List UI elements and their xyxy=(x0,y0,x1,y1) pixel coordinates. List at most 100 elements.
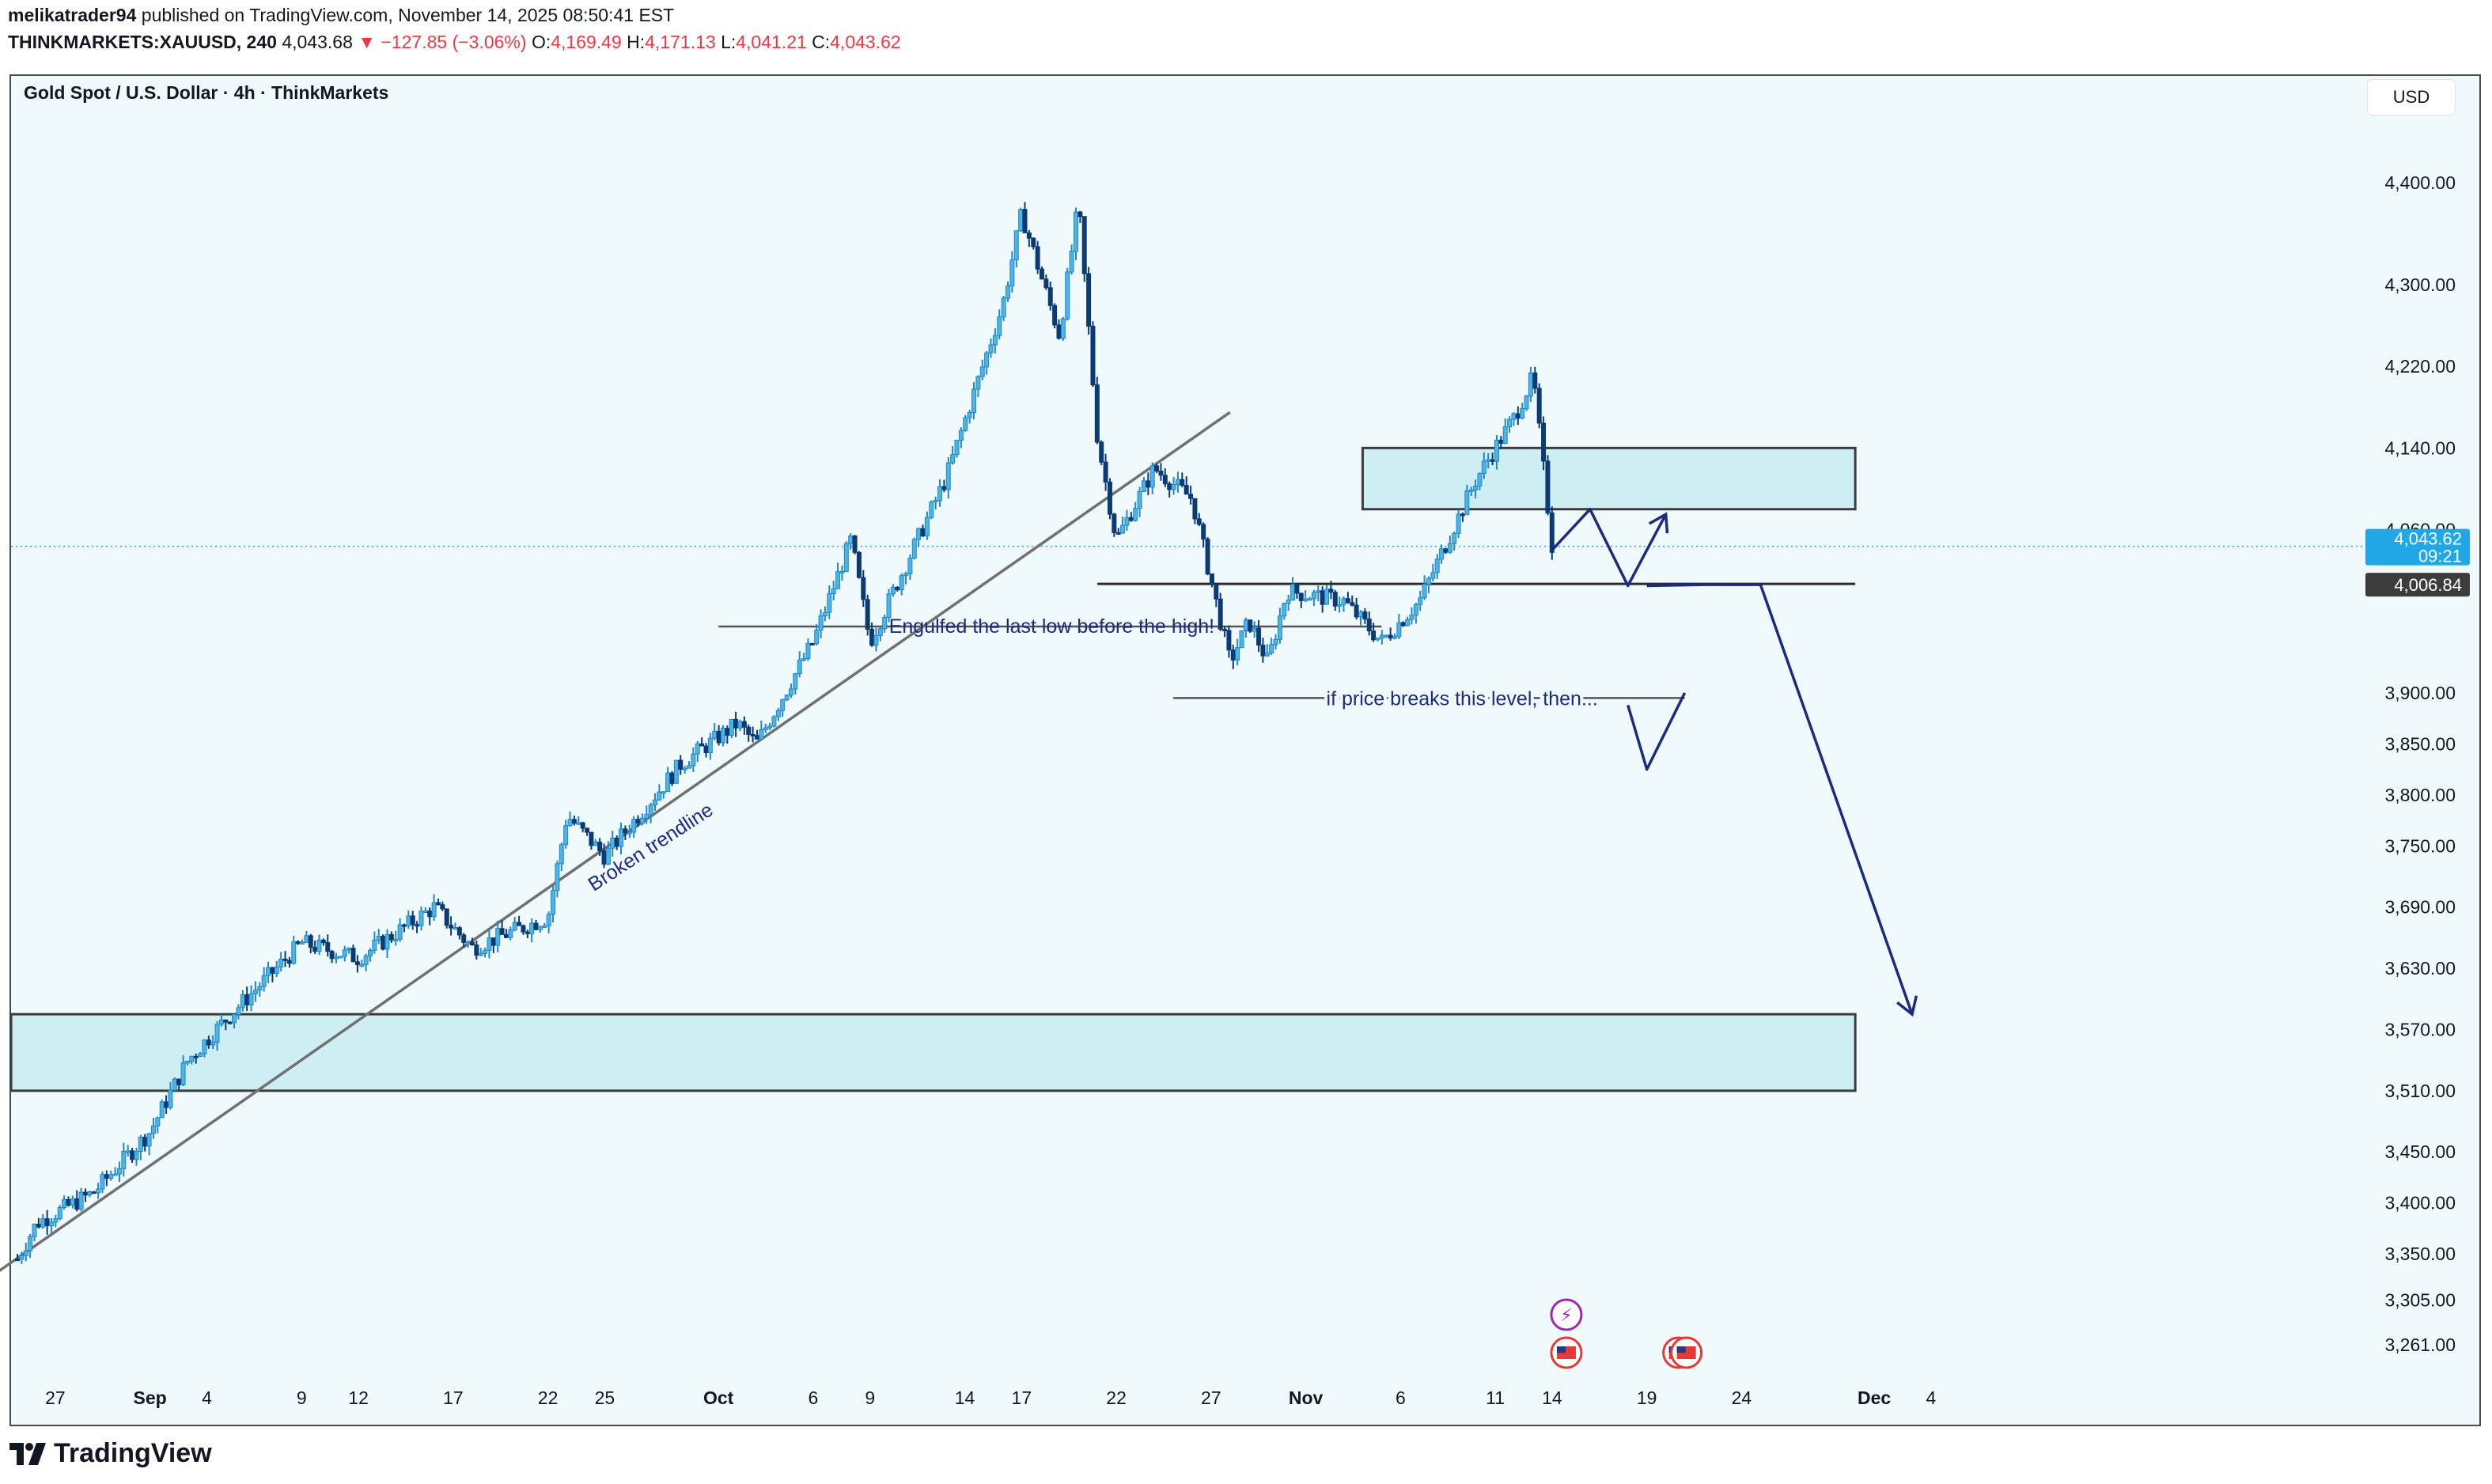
candle-body[interactable] xyxy=(1226,630,1232,651)
candle-body[interactable] xyxy=(1158,471,1164,476)
candle-body[interactable] xyxy=(1001,297,1006,318)
candle-body[interactable] xyxy=(1146,480,1151,488)
candle-body[interactable] xyxy=(1320,590,1325,605)
candle-body[interactable] xyxy=(1230,649,1236,661)
candle-body[interactable] xyxy=(1013,230,1019,260)
projection-path-pullback[interactable] xyxy=(1551,507,1668,588)
candle-body[interactable] xyxy=(1252,627,1257,632)
candle-body[interactable] xyxy=(1115,532,1121,535)
candle-body[interactable] xyxy=(367,949,373,956)
candle-body[interactable] xyxy=(1243,619,1248,631)
candle-body[interactable] xyxy=(418,910,424,926)
candle-body[interactable] xyxy=(725,728,730,736)
candle-body[interactable] xyxy=(1052,305,1058,326)
candle-body[interactable] xyxy=(240,994,245,1009)
candle-body[interactable] xyxy=(1324,589,1330,605)
candle-body[interactable] xyxy=(232,1013,237,1024)
candle-body[interactable] xyxy=(1184,485,1189,495)
candle-body[interactable] xyxy=(422,910,428,914)
candle-body[interactable] xyxy=(1201,524,1206,540)
candle-body[interactable] xyxy=(62,1198,67,1208)
candle-body[interactable] xyxy=(585,827,590,833)
candle-body[interactable] xyxy=(427,910,433,918)
candle-body[interactable] xyxy=(1162,475,1168,485)
candle-body[interactable] xyxy=(1009,259,1015,286)
candle-body[interactable] xyxy=(537,926,543,930)
candle-body[interactable] xyxy=(1175,479,1180,485)
lightning-icon[interactable] xyxy=(1550,1298,1583,1331)
candle-body[interactable] xyxy=(997,316,1002,336)
candle-body[interactable] xyxy=(449,925,454,929)
candle-body[interactable] xyxy=(1481,460,1486,474)
candle-body[interactable] xyxy=(206,1039,211,1046)
candle-body[interactable] xyxy=(1443,548,1449,553)
candle-body[interactable] xyxy=(36,1223,41,1228)
candle-body[interactable] xyxy=(23,1250,28,1256)
candle-body[interactable] xyxy=(746,726,752,735)
candle-body[interactable] xyxy=(15,1259,20,1262)
candle-body[interactable] xyxy=(1196,518,1202,525)
candle-body[interactable] xyxy=(453,927,458,930)
candle-body[interactable] xyxy=(363,955,369,965)
candle-body[interactable] xyxy=(155,1117,161,1126)
candle-body[interactable] xyxy=(1549,512,1555,553)
candle-body[interactable] xyxy=(1205,539,1210,574)
candle-body[interactable] xyxy=(733,718,739,729)
candle-body[interactable] xyxy=(48,1221,54,1227)
candle-body[interactable] xyxy=(1439,548,1445,560)
candle-body[interactable] xyxy=(490,937,496,946)
candle-body[interactable] xyxy=(686,765,691,769)
candle-body[interactable] xyxy=(1128,517,1134,521)
candle-body[interactable] xyxy=(1486,459,1491,462)
candle-body[interactable] xyxy=(644,814,650,819)
candle-body[interactable] xyxy=(979,366,985,377)
candle-body[interactable] xyxy=(397,924,403,940)
candle-body[interactable] xyxy=(1366,619,1372,632)
candle-body[interactable] xyxy=(818,615,824,631)
marked-level-tag[interactable] xyxy=(2365,573,2470,597)
candle-body[interactable] xyxy=(924,517,930,537)
candle-body[interactable] xyxy=(1332,592,1338,607)
candle-body[interactable] xyxy=(1464,490,1470,516)
candle-body[interactable] xyxy=(814,630,820,645)
candle-body[interactable] xyxy=(1171,483,1176,490)
candle-body[interactable] xyxy=(410,915,415,926)
candle-body[interactable] xyxy=(571,819,577,824)
candle-body[interactable] xyxy=(1511,413,1517,420)
candle-body[interactable] xyxy=(32,1223,37,1237)
candle-body[interactable] xyxy=(184,1060,190,1064)
candle-body[interactable] xyxy=(729,718,734,736)
candle-body[interactable] xyxy=(1307,598,1312,601)
candle-body[interactable] xyxy=(967,412,972,418)
candle-body[interactable] xyxy=(1396,622,1402,638)
upper-resistance-zone[interactable] xyxy=(1361,446,1857,511)
candle-body[interactable] xyxy=(1426,577,1431,585)
candle-body[interactable] xyxy=(899,575,904,591)
candle-body[interactable] xyxy=(329,951,335,960)
candle-body[interactable] xyxy=(1026,232,1032,239)
candle-body[interactable] xyxy=(282,958,288,961)
candle-body[interactable] xyxy=(682,767,687,770)
candle-body[interactable] xyxy=(108,1174,114,1179)
candle-body[interactable] xyxy=(619,828,624,847)
candle-body[interactable] xyxy=(1536,388,1542,424)
candle-body[interactable] xyxy=(312,947,318,952)
candle-body[interactable] xyxy=(1384,634,1389,638)
candle-body[interactable] xyxy=(87,1191,93,1196)
candle-body[interactable] xyxy=(116,1168,122,1175)
candle-body[interactable] xyxy=(529,922,535,934)
current-price-tag[interactable] xyxy=(2365,528,2470,566)
candle-body[interactable] xyxy=(882,617,888,630)
candle-body[interactable] xyxy=(576,822,581,825)
candle-body[interactable] xyxy=(274,966,279,974)
candle-body[interactable] xyxy=(1060,318,1066,339)
candle-body[interactable] xyxy=(720,728,725,744)
candle-body[interactable] xyxy=(227,1021,233,1024)
candle-body[interactable] xyxy=(741,721,747,728)
candle-body[interactable] xyxy=(1345,598,1350,604)
candle-body[interactable] xyxy=(873,634,879,646)
candle-body[interactable] xyxy=(1354,604,1359,618)
candle-body[interactable] xyxy=(822,611,828,617)
candle-body[interactable] xyxy=(474,944,479,956)
